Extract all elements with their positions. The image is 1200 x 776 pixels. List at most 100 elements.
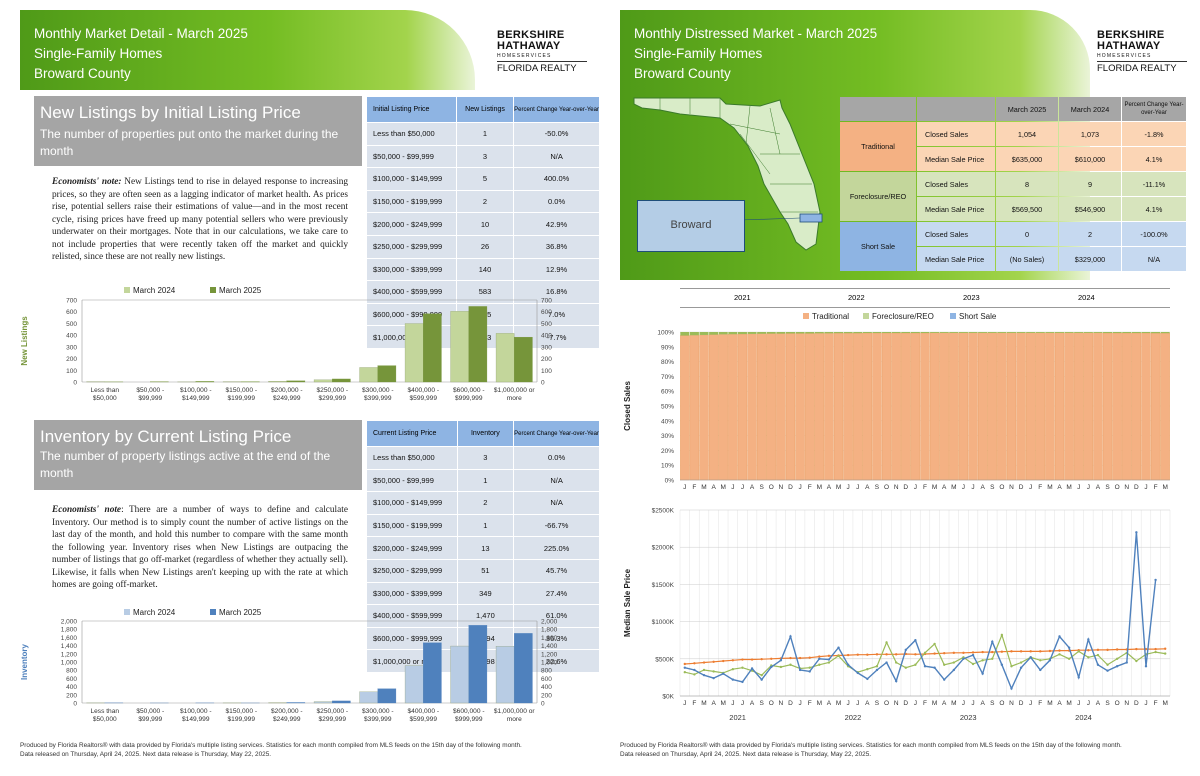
data-point (1000, 633, 1004, 637)
x-tick-label: N (894, 484, 899, 491)
data-point (875, 653, 879, 656)
table-cell: 9 (1059, 172, 1121, 196)
year-label: 2023 (960, 713, 977, 722)
data-point (991, 650, 994, 654)
bar-traditional (1112, 332, 1122, 481)
x-tick-label: D (903, 484, 908, 491)
bar (404, 323, 424, 383)
y-tick-label: 700 (66, 298, 77, 305)
bar-foreclosure (728, 332, 738, 335)
florida-map (633, 97, 823, 251)
y-tick-label: 50% (661, 404, 674, 411)
header-title: Monthly Distressed Market - March 2025 (634, 26, 878, 41)
data-point (875, 665, 879, 668)
bar-traditional (728, 334, 738, 481)
data-point (1115, 648, 1119, 651)
header-subtitle: Single-Family Homes (634, 46, 763, 61)
x-tick-label: O (769, 484, 774, 491)
x-tick-label: N (779, 484, 784, 491)
x-tick-label: F (1038, 700, 1042, 707)
legend-label: March 2025 (219, 286, 262, 295)
data-point (837, 646, 840, 649)
section-title: New Listings by Initial Listing Price (40, 103, 301, 122)
bar-foreclosure (680, 332, 690, 336)
x-tick-label: J (798, 484, 801, 491)
x-tick-label: J (1077, 700, 1080, 707)
bar-traditional (1006, 332, 1017, 481)
table-header: Current Listing Price Inventory Percent Ch… (367, 421, 599, 446)
data-point (981, 659, 984, 662)
y-tick-label: 80% (661, 359, 674, 366)
y-tick-label: 0 (541, 701, 545, 708)
bar-foreclosure (930, 332, 940, 333)
bar-foreclosure (737, 332, 747, 335)
y-tick-label: $0K (662, 694, 674, 701)
bar-foreclosure (1122, 332, 1132, 334)
bar-traditional (737, 333, 748, 481)
data-point (933, 652, 936, 655)
bar-traditional (699, 334, 709, 481)
y-tick-label: 300 (66, 344, 77, 351)
x-tick-label: $599,999 (409, 395, 437, 402)
y-tick-label: 400 (541, 684, 552, 691)
y-tick-label: 0 (73, 701, 77, 708)
data-point (779, 665, 783, 669)
bar-traditional (1102, 332, 1113, 481)
bar-traditional (757, 333, 767, 481)
section-title: Inventory by Current Listing Price (40, 427, 292, 446)
table-cell: (No Sales) (996, 247, 1058, 271)
y-tick-label: 70% (661, 374, 674, 381)
bar-traditional (958, 332, 969, 481)
bar-traditional (872, 332, 882, 481)
x-tick-label: N (1009, 700, 1014, 707)
table-cell: 2 (1059, 222, 1121, 246)
y-tick-label: 500 (66, 321, 77, 328)
table-cell: 16.8% (514, 281, 599, 303)
bar (514, 336, 533, 383)
bar (377, 365, 397, 383)
data-point (981, 672, 984, 675)
x-tick-label: M (932, 484, 937, 491)
table-cell: 27.4% (514, 582, 599, 605)
y-tick-label: $1000K (652, 619, 675, 626)
distressed-table: March 2025 March 2024 Percent Change Year-… (839, 96, 1187, 272)
x-tick-label: A (1057, 484, 1062, 491)
data-point (1010, 665, 1013, 668)
data-point (741, 666, 744, 669)
data-point (962, 657, 965, 660)
y-axis-label: Closed Sales (623, 381, 632, 431)
data-point (1163, 652, 1167, 655)
column-header (917, 97, 995, 121)
table-cell: $50,000 - $99,999 (367, 145, 456, 168)
bar-foreclosure (795, 332, 805, 334)
bar (450, 311, 469, 383)
data-point (808, 670, 811, 673)
table-cell: -66.7% (514, 514, 599, 537)
x-tick-label: A (711, 700, 716, 707)
bar-foreclosure (689, 332, 699, 336)
bar-foreclosure (805, 332, 815, 334)
bar-traditional (881, 332, 892, 481)
table-row: $200,000 - $249,999 10 42.9% (367, 213, 599, 235)
data-point (952, 661, 956, 664)
header-county: Broward County (634, 66, 731, 81)
x-tick-label: M (1162, 484, 1167, 491)
data-point (770, 665, 773, 669)
data-point (1135, 659, 1138, 663)
x-tick-label: M (1066, 484, 1071, 491)
data-point (1163, 647, 1167, 650)
table-cell: 1,054 (996, 122, 1058, 146)
y-axis-label: New Listings (20, 316, 29, 366)
table-cell: N/A (514, 492, 599, 514)
bar-traditional (997, 332, 1007, 481)
table-cell: 7.0% (514, 303, 599, 326)
data-point (971, 653, 975, 657)
berkshire-logo: BERKSHIRE HATHAWAY HOMESERVICES FLORIDA … (1097, 30, 1187, 75)
table-row: $400,000 - $599,999 583 16.8% (367, 281, 599, 303)
table-cell: 26 (456, 235, 514, 258)
data-point (933, 666, 936, 669)
x-tick-label: J (1087, 700, 1090, 707)
bar-foreclosure (824, 332, 834, 334)
x-tick-label: $149,999 (182, 716, 210, 723)
x-tick-label: F (923, 484, 927, 491)
